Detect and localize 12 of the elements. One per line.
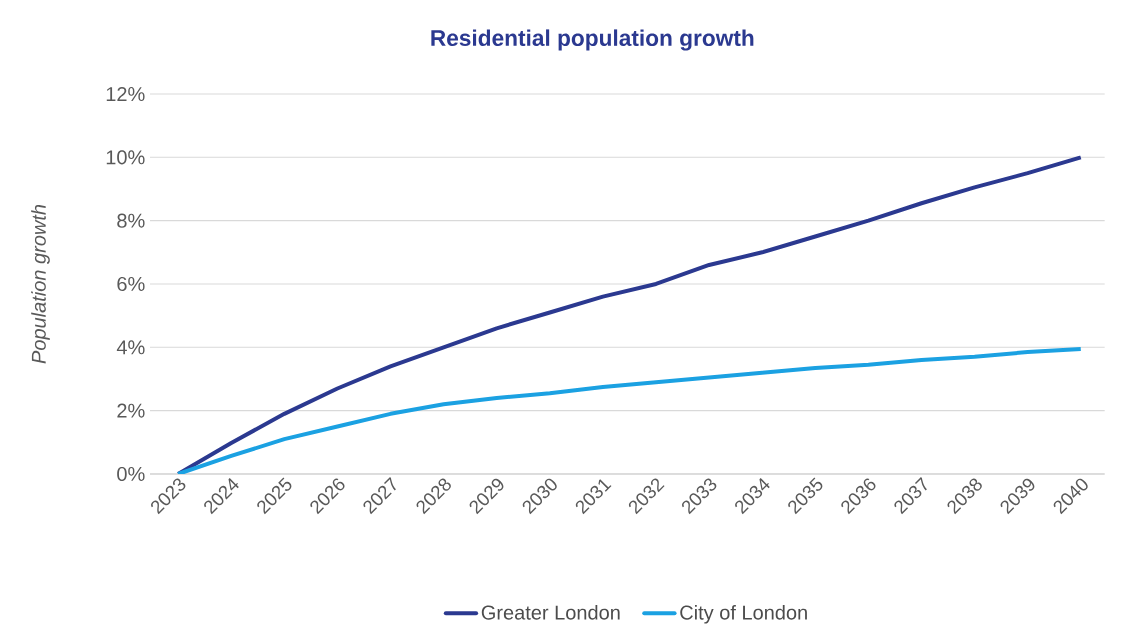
y-tick-label: 2% — [117, 403, 145, 418]
y-tick-label: 0% — [117, 466, 145, 482]
y-tick-label: 10% — [106, 150, 145, 165]
y-tick-label: 6% — [117, 276, 145, 292]
y-tick-label: 12% — [106, 86, 145, 102]
y-axis-title: Population growth — [31, 204, 50, 364]
line-series — [176, 155, 1083, 474]
legend-label: City of London — [680, 604, 807, 624]
chart-title: Residential population growth — [431, 29, 754, 51]
y-tick-label: 8% — [117, 213, 145, 228]
y-tick-label: 4% — [116, 340, 145, 355]
legend-label: Greater London — [481, 604, 620, 620]
